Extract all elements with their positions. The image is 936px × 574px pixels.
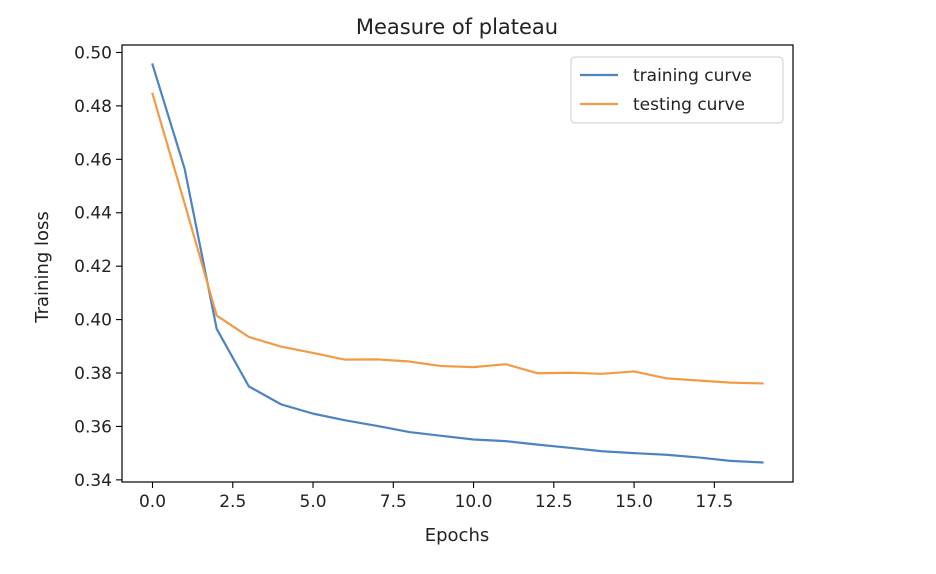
- x-axis: 0.0 2.5 5.0 7.5 10.0 12.5 15.0 17.5: [139, 482, 733, 512]
- y-tick-label: 0.50: [74, 43, 112, 63]
- series-line-testing-curve: [151, 92, 764, 385]
- legend-box: [570, 56, 784, 124]
- series-group: [151, 63, 764, 464]
- x-tick-label: 2.5: [219, 492, 246, 512]
- legend-label-testing-curve: testing curve: [633, 95, 745, 115]
- y-tick-label: 0.40: [74, 311, 112, 331]
- y-tick-label: 0.48: [74, 97, 112, 117]
- x-tick-label: 12.5: [535, 492, 573, 512]
- x-tick-label: 10.0: [455, 492, 493, 512]
- x-tick-label: 15.0: [615, 492, 653, 512]
- chart-title: Measure of plateau: [356, 15, 558, 39]
- y-tick-label: 0.44: [74, 204, 112, 224]
- legend: training curve testing curve: [570, 56, 784, 124]
- legend-label-training-curve: training curve: [633, 66, 752, 86]
- x-tick-label: 7.5: [380, 492, 407, 512]
- y-tick-label: 0.36: [74, 417, 112, 437]
- plot-frame: [121, 44, 794, 483]
- x-tick-label: 17.5: [695, 492, 733, 512]
- series-line-training-curve: [151, 63, 764, 464]
- y-tick-label: 0.46: [74, 150, 112, 170]
- y-tick-label: 0.42: [74, 257, 112, 277]
- x-tick-label: 0.0: [139, 492, 166, 512]
- x-tick-label: 5.0: [300, 492, 327, 512]
- y-tick-label: 0.38: [74, 364, 112, 384]
- y-tick-label: 0.34: [74, 471, 112, 491]
- y-axis: 0.34 0.36 0.38 0.40 0.42 0.44 0.46 0.48 0.50: [74, 43, 122, 491]
- x-axis-label: Epochs: [425, 525, 490, 546]
- y-axis-label: Training loss: [32, 211, 53, 324]
